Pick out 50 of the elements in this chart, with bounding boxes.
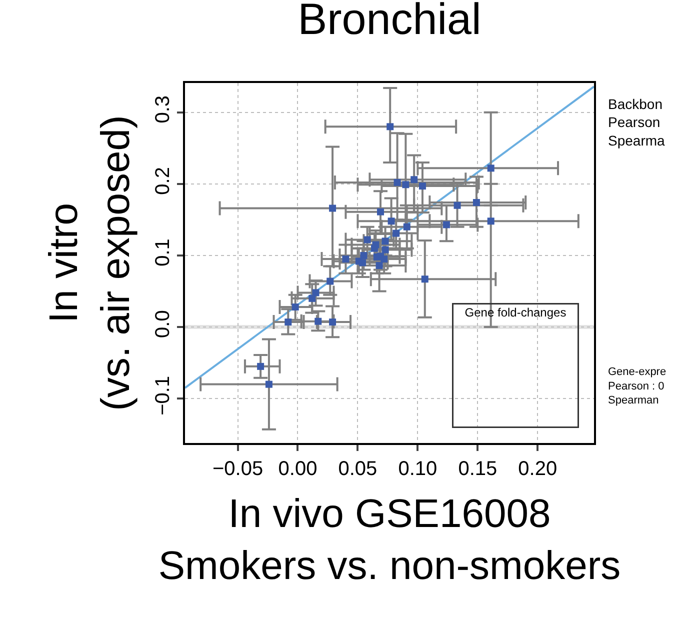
x-tick-label: 0.00 — [278, 458, 318, 480]
point — [472, 199, 480, 206]
y-axis-title: In vitro (vs. air exposed) — [42, 115, 138, 411]
point — [284, 318, 292, 326]
point — [394, 178, 401, 186]
point — [410, 176, 418, 184]
point — [421, 276, 428, 283]
y-tick-label: −0.1 — [152, 376, 174, 416]
x-tick-label: 0.15 — [458, 458, 498, 480]
text: Gene fold-changes — [464, 306, 566, 320]
x-tick-label: 0.20 — [518, 458, 558, 480]
y-tick-label: 0.0 — [152, 310, 174, 338]
point — [292, 304, 299, 311]
point — [487, 164, 494, 172]
point — [392, 230, 400, 237]
point — [308, 294, 316, 302]
point — [403, 223, 410, 230]
chart-title: Bronchial — [298, 0, 482, 44]
y-tick-label: 0.3 — [152, 95, 174, 124]
point — [382, 238, 389, 245]
point — [364, 236, 371, 244]
point — [386, 123, 394, 130]
point — [257, 362, 264, 370]
point — [326, 278, 334, 285]
text: Backbon Pearson Spearma — [608, 96, 666, 148]
point — [359, 259, 366, 266]
point — [442, 221, 450, 228]
point — [454, 202, 461, 209]
point — [377, 208, 384, 216]
point — [402, 181, 410, 188]
point — [312, 289, 320, 296]
x-tick-label: 0.10 — [398, 458, 438, 480]
point — [265, 380, 272, 388]
x-tick-label: −0.05 — [212, 458, 264, 480]
x-axis-title: In vivo GSE16008 Smokers vs. non-smokers — [158, 492, 621, 588]
point — [382, 246, 389, 254]
y-tick-label: 0.1 — [152, 238, 174, 266]
text: Gene-expre Pearson : 0 Spearman — [608, 366, 666, 407]
point — [487, 218, 494, 225]
point — [371, 244, 378, 252]
y-tick-label: 0.2 — [152, 167, 174, 195]
x-tick-label: 0.05 — [338, 458, 378, 480]
point — [388, 218, 395, 225]
point — [329, 318, 336, 326]
point — [380, 256, 388, 263]
point — [418, 182, 426, 190]
point — [329, 204, 336, 212]
point — [376, 262, 383, 269]
point — [360, 252, 368, 259]
point — [342, 256, 350, 263]
